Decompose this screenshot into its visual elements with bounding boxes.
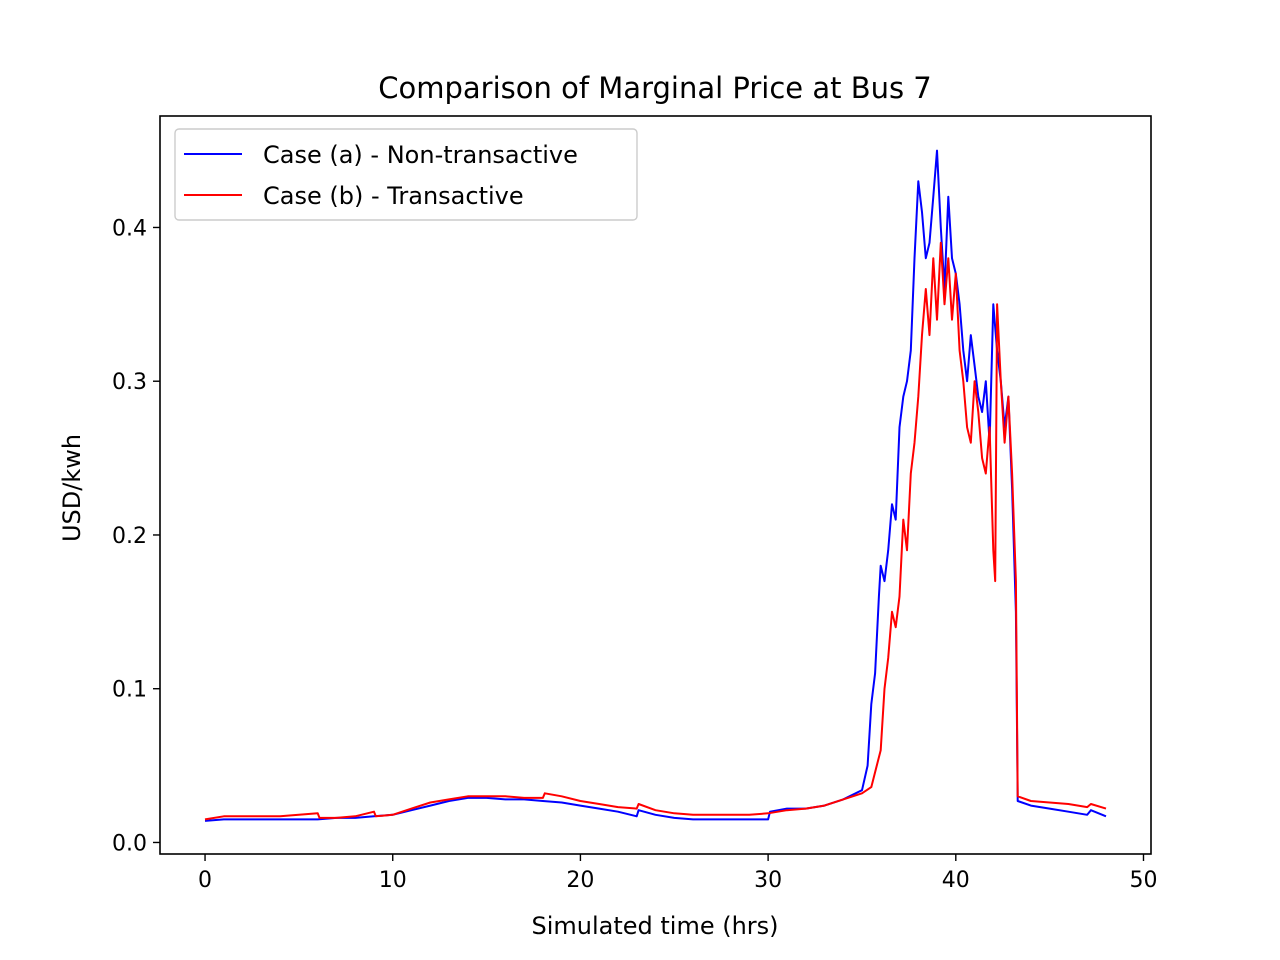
y-tick-label: 0.1 [112, 678, 147, 703]
x-axis-label: Simulated time (hrs) [531, 912, 778, 940]
plot-area [204, 149, 1107, 822]
legend-box [174, 128, 638, 221]
legend-label-0: Case (a) - Non-transactive [263, 141, 578, 169]
plot-frame [159, 115, 1152, 855]
x-axis: 0 10 20 30 40 50 [198, 854, 1157, 893]
x-tick-label: 30 [754, 868, 782, 893]
x-tick-label: 40 [942, 868, 970, 893]
legend: Case (a) - Non-transactive Case (b) - Tra… [174, 128, 638, 221]
y-tick-label: 0.2 [112, 524, 147, 549]
x-tick-label: 50 [1129, 868, 1157, 893]
y-tick-label: 0.3 [112, 370, 147, 395]
y-tick-label: 0.4 [112, 216, 147, 241]
x-tick-label: 10 [379, 868, 407, 893]
series-line-1 [204, 241, 1107, 821]
y-tick-label: 0.0 [112, 831, 147, 856]
chart-title: Comparison of Marginal Price at Bus 7 [378, 71, 932, 105]
x-tick-label: 20 [566, 868, 594, 893]
y-axis: 0.0 0.1 0.2 0.3 0.4 [112, 216, 160, 856]
legend-label-1: Case (b) - Transactive [263, 182, 524, 210]
x-tick-label: 0 [198, 868, 212, 893]
y-axis-label: USD/kwh [58, 434, 86, 542]
